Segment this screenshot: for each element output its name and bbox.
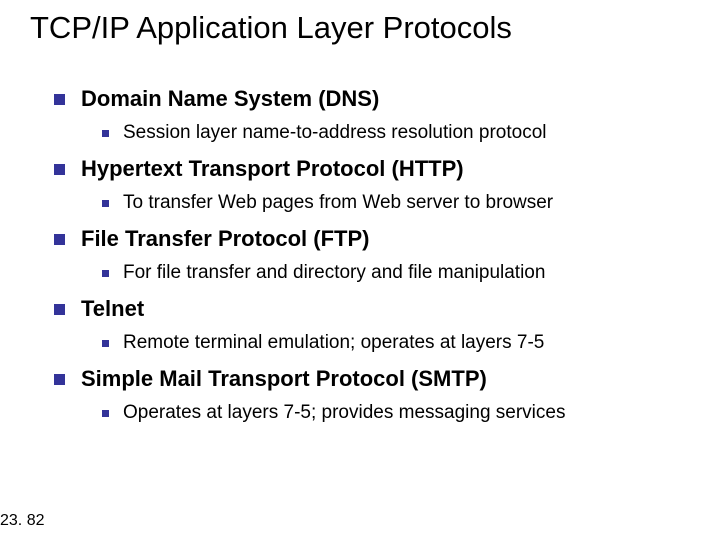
sub-list: Session layer name-to-address resolution… [54, 122, 690, 144]
list-row: File Transfer Protocol (FTP) [54, 226, 690, 252]
protocol-list: Domain Name System (DNS) Session layer n… [30, 86, 690, 424]
sub-label: Session layer name-to-address resolution… [123, 122, 547, 144]
sub-item: Operates at layers 7-5; provides messagi… [102, 402, 690, 424]
list-item: File Transfer Protocol (FTP) For file tr… [54, 226, 690, 284]
list-item: Simple Mail Transport Protocol (SMTP) Op… [54, 366, 690, 424]
sub-item: Remote terminal emulation; operates at l… [102, 332, 690, 354]
list-item: Domain Name System (DNS) Session layer n… [54, 86, 690, 144]
list-row: Domain Name System (DNS) [54, 86, 690, 112]
page-number: 23. 82 [0, 512, 44, 530]
sub-item: For file transfer and directory and file… [102, 262, 690, 284]
list-item: Hypertext Transport Protocol (HTTP) To t… [54, 156, 690, 214]
sub-label: To transfer Web pages from Web server to… [123, 192, 553, 214]
square-bullet-icon [102, 410, 109, 417]
sub-list: Operates at layers 7-5; provides messagi… [54, 402, 690, 424]
sub-label: Remote terminal emulation; operates at l… [123, 332, 544, 354]
list-row: Hypertext Transport Protocol (HTTP) [54, 156, 690, 182]
list-row: Telnet [54, 296, 690, 322]
square-bullet-icon [102, 200, 109, 207]
square-bullet-icon [54, 164, 65, 175]
square-bullet-icon [54, 374, 65, 385]
square-bullet-icon [102, 340, 109, 347]
item-label: File Transfer Protocol (FTP) [81, 226, 369, 252]
sub-item: Session layer name-to-address resolution… [102, 122, 690, 144]
slide-content: TCP/IP Application Layer Protocols Domai… [0, 0, 720, 424]
list-item: Telnet Remote terminal emulation; operat… [54, 296, 690, 354]
item-label: Hypertext Transport Protocol (HTTP) [81, 156, 464, 182]
item-label: Domain Name System (DNS) [81, 86, 379, 112]
square-bullet-icon [54, 234, 65, 245]
sub-list: To transfer Web pages from Web server to… [54, 192, 690, 214]
item-label: Simple Mail Transport Protocol (SMTP) [81, 366, 487, 392]
list-row: Simple Mail Transport Protocol (SMTP) [54, 366, 690, 392]
square-bullet-icon [102, 130, 109, 137]
square-bullet-icon [54, 304, 65, 315]
sub-list: For file transfer and directory and file… [54, 262, 690, 284]
item-label: Telnet [81, 296, 144, 322]
square-bullet-icon [102, 270, 109, 277]
square-bullet-icon [54, 94, 65, 105]
sub-label: For file transfer and directory and file… [123, 262, 545, 284]
sub-item: To transfer Web pages from Web server to… [102, 192, 690, 214]
sub-label: Operates at layers 7-5; provides messagi… [123, 402, 565, 424]
slide-title: TCP/IP Application Layer Protocols [30, 10, 690, 46]
sub-list: Remote terminal emulation; operates at l… [54, 332, 690, 354]
